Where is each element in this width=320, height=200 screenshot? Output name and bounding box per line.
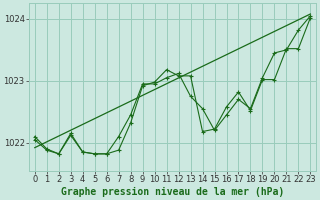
X-axis label: Graphe pression niveau de la mer (hPa): Graphe pression niveau de la mer (hPa) — [61, 186, 284, 197]
